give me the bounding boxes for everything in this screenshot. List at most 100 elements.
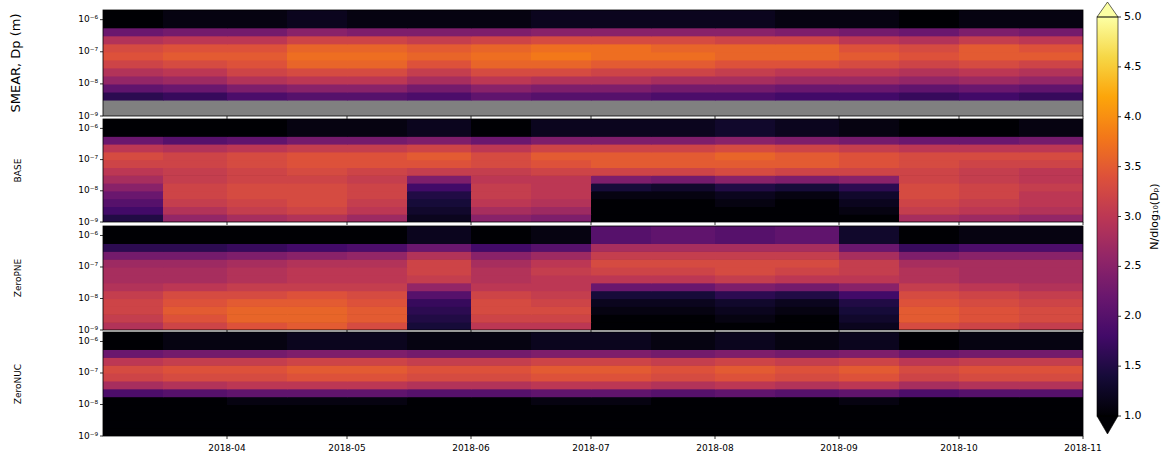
heatmap-cell — [471, 306, 532, 314]
plot-background — [103, 332, 1083, 436]
heatmap-cell — [715, 36, 776, 45]
heatmap-cell — [347, 306, 408, 314]
y-tick-label: 10⁻⁶ — [78, 230, 98, 240]
heatmap-cell — [471, 214, 532, 222]
heatmap-cell — [287, 52, 348, 61]
heatmap-cell — [899, 428, 960, 436]
heatmap-cell — [531, 183, 592, 191]
heatmap-cell — [899, 357, 960, 365]
heatmap-cell — [287, 76, 348, 85]
heatmap-cell — [347, 243, 408, 251]
heatmap-cell — [651, 144, 716, 152]
heatmap-cell — [531, 76, 592, 85]
heatmap-cell — [899, 243, 960, 251]
heatmap-cell — [471, 373, 532, 381]
heatmap-cell — [775, 167, 840, 175]
heatmap-cell — [287, 144, 348, 152]
heatmap-cell — [407, 243, 472, 251]
heatmap-cell — [715, 251, 776, 259]
heatmap-cell — [959, 412, 1020, 420]
heatmap-cell — [899, 226, 960, 244]
heatmap-cell — [227, 175, 288, 183]
heatmap-cell — [839, 183, 900, 191]
y-tick-label: 10⁻⁸ — [78, 78, 98, 88]
heatmap-cell — [959, 226, 1020, 244]
heatmap-cell — [715, 76, 776, 85]
heatmap-cell — [471, 349, 532, 357]
heatmap-cell — [287, 259, 348, 267]
heatmap-cell — [287, 404, 348, 412]
heatmap-cell — [1019, 381, 1083, 389]
heatmap-cell — [287, 349, 348, 357]
heatmap-cell — [715, 100, 776, 109]
heatmap-cell — [591, 206, 652, 214]
heatmap-cell — [471, 152, 532, 160]
heatmap-cell — [103, 167, 164, 175]
heatmap-cell — [347, 100, 408, 109]
heatmap-cell — [839, 10, 900, 28]
heatmap-cell — [1019, 119, 1083, 137]
plot-frame — [103, 10, 1083, 116]
heatmap-cell — [651, 60, 716, 69]
heatmap-cell — [227, 298, 288, 306]
heatmap-cell — [899, 251, 960, 259]
heatmap-cell — [103, 60, 164, 69]
heatmap-cell — [103, 52, 164, 61]
heatmap-cell — [715, 314, 776, 322]
heatmap-cell — [471, 92, 532, 101]
heatmap-cell — [287, 412, 348, 420]
heatmap-cell — [227, 183, 288, 191]
x-tick — [715, 116, 716, 119]
heatmap-cell — [591, 298, 652, 306]
heatmap-cell — [287, 365, 348, 373]
heatmap-cell — [959, 381, 1020, 389]
heatmap-cell — [839, 420, 900, 428]
heatmap-cell — [715, 332, 776, 350]
heatmap-cell — [347, 76, 408, 85]
heatmap-cell — [899, 167, 960, 175]
heatmap-cell — [103, 365, 164, 373]
heatmap-cell — [1019, 226, 1083, 244]
heatmap-cell — [471, 275, 532, 283]
heatmap-cell — [959, 100, 1020, 109]
heatmap-cell — [347, 108, 408, 116]
heatmap-cell — [651, 349, 716, 357]
heatmap-cell — [347, 36, 408, 45]
heatmap-cell — [287, 191, 348, 199]
heatmap-cell — [839, 259, 900, 267]
heatmap-cell — [899, 283, 960, 291]
heatmap-cell — [287, 389, 348, 397]
heatmap-cells — [103, 119, 1083, 222]
heatmap-cell — [531, 332, 592, 350]
heatmap-cell — [471, 44, 532, 53]
heatmap-cell — [531, 214, 592, 222]
heatmap-cell — [227, 68, 288, 77]
heatmap-cell — [227, 167, 288, 175]
heatmap-cell — [163, 160, 228, 168]
heatmap-cell — [531, 206, 592, 214]
y-tick — [100, 83, 103, 84]
heatmap-cell — [651, 365, 716, 373]
heatmap-cell — [839, 397, 900, 405]
heatmap-cell — [163, 100, 228, 109]
heatmap-cell — [839, 119, 900, 137]
heatmap-cell — [715, 306, 776, 314]
heatmap-cell — [591, 152, 652, 160]
heatmap-cell — [775, 314, 840, 322]
y-tick — [100, 298, 103, 299]
heatmap-cell — [103, 251, 164, 259]
heatmap-cell — [227, 420, 288, 428]
x-tick-label: 2018-07 — [572, 443, 610, 453]
heatmap-cell — [715, 226, 776, 244]
heatmap-cell — [1019, 183, 1083, 191]
heatmap-cell — [651, 52, 716, 61]
heatmap-cell — [227, 251, 288, 259]
heatmap-cell — [959, 199, 1020, 207]
heatmap-cell — [591, 397, 652, 405]
heatmap-cell — [531, 357, 592, 365]
heatmap-cell — [1019, 332, 1083, 350]
heatmap-cell — [163, 404, 228, 412]
heatmap-cell — [715, 92, 776, 101]
heatmap-cell — [899, 36, 960, 45]
heatmap-cell — [163, 191, 228, 199]
